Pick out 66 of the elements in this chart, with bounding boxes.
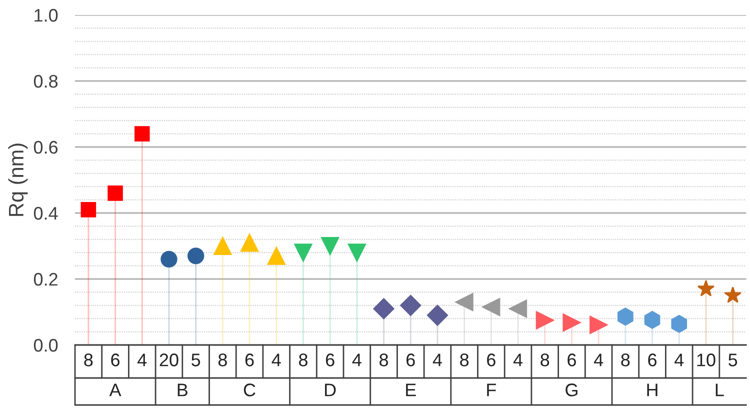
point <box>400 294 422 316</box>
text: F <box>487 384 496 396</box>
point <box>348 244 366 262</box>
x-tick-label: 8 <box>218 354 227 366</box>
x-tick-label: 4 <box>594 354 604 366</box>
point <box>724 286 742 303</box>
x-tick-label: 20 <box>160 354 178 366</box>
y-tick-label: 0.0 <box>34 338 58 352</box>
text: A <box>109 384 122 396</box>
point <box>240 234 259 252</box>
text: B <box>178 384 188 396</box>
x-tick-label: 6 <box>487 354 496 366</box>
point <box>294 244 312 262</box>
x-tick-label: 6 <box>245 354 254 366</box>
x-tick-label: 4 <box>674 354 684 366</box>
y-tick-label: 0.8 <box>34 74 58 88</box>
point <box>644 310 660 329</box>
x-tick-label: 4 <box>272 354 281 366</box>
text: E <box>406 384 416 396</box>
y-tick-label: 0.4 <box>34 206 58 220</box>
x-tick-label: 8 <box>621 354 630 366</box>
y-tick-label: 1.0 <box>34 8 58 22</box>
x-tick-label: 8 <box>460 354 469 366</box>
x-tick-label: 5 <box>728 354 738 366</box>
x-tick-label: 4 <box>138 354 147 366</box>
text: G <box>566 384 578 396</box>
point <box>160 250 178 268</box>
y-tick-label: 0.6 <box>34 140 58 154</box>
point <box>134 126 150 142</box>
point <box>671 314 688 333</box>
x-tick-label: 6 <box>111 354 120 366</box>
point <box>482 298 500 316</box>
point <box>426 304 448 326</box>
point <box>562 314 581 332</box>
text: C <box>244 384 256 396</box>
x-tick-label: 4 <box>432 354 442 366</box>
point <box>455 293 474 312</box>
x-tick-label: 5 <box>192 354 200 366</box>
y-axis-title: Rq (nm) <box>8 144 28 216</box>
x-tick-label: 10 <box>697 354 716 366</box>
x-tick-label: 6 <box>648 354 657 366</box>
x-tick-label: 6 <box>326 354 334 366</box>
x-tick-label: 8 <box>540 354 550 366</box>
point <box>267 246 286 265</box>
y-tick-label: 0.2 <box>34 272 58 286</box>
point <box>187 248 204 264</box>
point <box>321 236 340 256</box>
point <box>697 280 715 296</box>
point <box>108 186 123 201</box>
x-tick-label: 4 <box>513 354 523 366</box>
x-tick-label: 8 <box>380 354 388 366</box>
text: L <box>716 384 724 396</box>
point <box>590 316 608 334</box>
point <box>80 202 96 218</box>
point <box>536 311 554 330</box>
x-tick-label: 6 <box>406 354 415 366</box>
text: D <box>325 384 336 396</box>
x-tick-label: 8 <box>298 354 308 366</box>
x-tick-label: 6 <box>568 354 576 366</box>
point <box>508 300 528 318</box>
point <box>618 308 634 326</box>
point <box>214 236 232 256</box>
x-tick-label: 4 <box>352 354 362 366</box>
x-tick-label: 8 <box>84 354 93 366</box>
text: H <box>647 384 658 396</box>
point <box>373 298 394 320</box>
